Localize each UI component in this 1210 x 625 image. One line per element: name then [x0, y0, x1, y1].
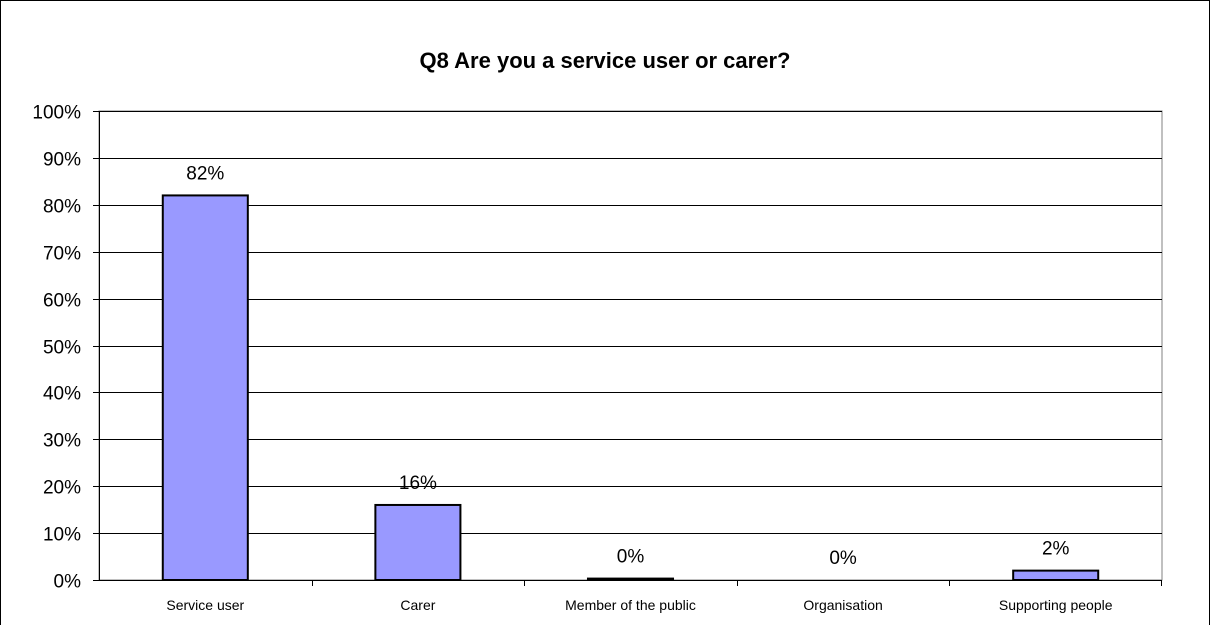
y-tick-label: 60% [43, 291, 81, 312]
y-tick-label: 30% [43, 431, 81, 452]
bar [586, 577, 675, 582]
x-tick-label: Carer [400, 597, 435, 613]
y-tick-label: 90% [43, 150, 81, 171]
x-tick-label: Member of the public [565, 597, 696, 613]
y-tick-label: 20% [43, 478, 81, 499]
y-tick-label: 40% [43, 384, 81, 405]
plot-area: 0% 10% 20% 30% 40% 50% 60% 70% 80% 90% 100% 82% Serv… [32, 103, 1163, 613]
y-tick-label: 0% [54, 572, 82, 593]
data-label: 0% [617, 547, 645, 568]
y-tick-label: 50% [43, 338, 81, 359]
data-label: 2% [1042, 539, 1070, 560]
y-tick-label: 10% [43, 525, 81, 546]
bar [1012, 569, 1100, 581]
x-tick-label: Supporting people [999, 597, 1113, 613]
chart-title: Q8 Are you a service user or carer? [420, 48, 791, 73]
data-label: 16% [399, 473, 437, 494]
y-tick-label: 70% [43, 244, 81, 265]
y-tick-label: 100% [32, 103, 81, 124]
bar [161, 194, 249, 581]
x-tick-label: Service user [166, 597, 244, 613]
data-label: 82% [186, 163, 224, 184]
y-tick-label: 80% [43, 197, 81, 218]
data-label: 0% [829, 548, 857, 569]
x-tick-label: Organisation [803, 597, 882, 613]
bar [374, 503, 462, 581]
